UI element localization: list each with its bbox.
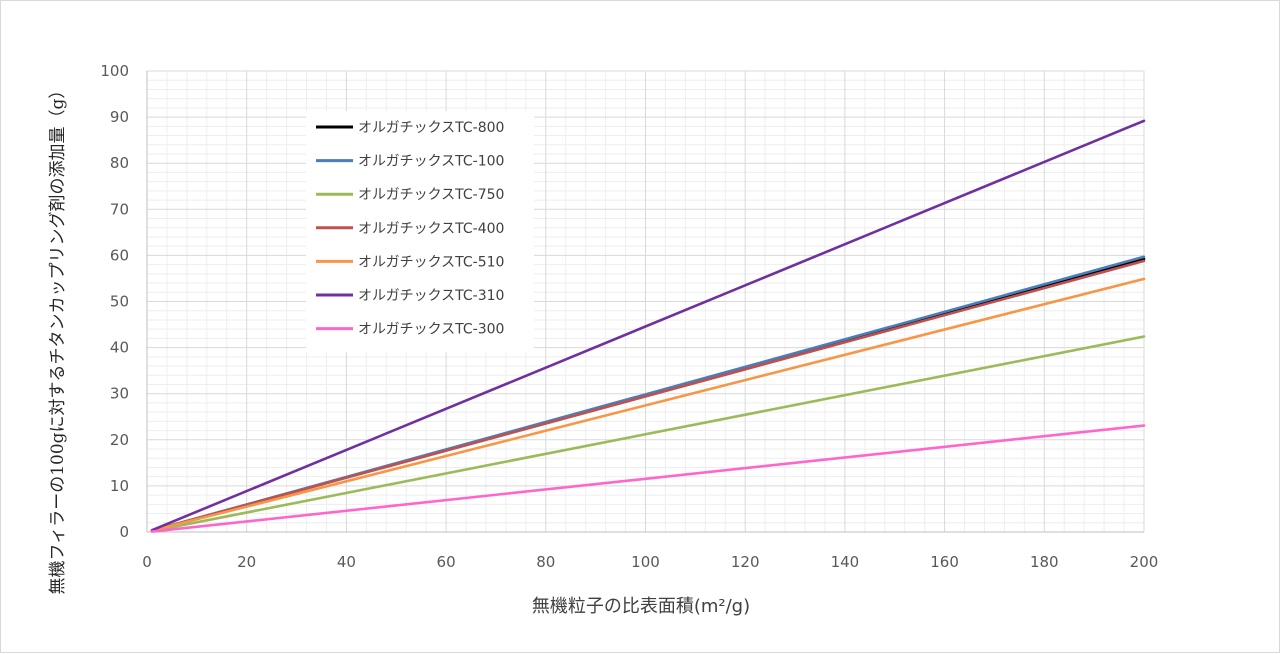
legend-label: オルガチックスTC-510 [358, 254, 504, 270]
legend-label: オルガチックスTC-750 [358, 187, 504, 203]
axes [146, 71, 1144, 533]
y-tick-label: 0 [119, 523, 129, 541]
y-tick-label: 100 [100, 62, 129, 80]
y-tick-label: 50 [110, 293, 129, 311]
x-tick-label: 0 [142, 553, 152, 571]
legend: オルガチックスTC-800 オルガチックスTC-100 オルガチックスTC-750 オ… [306, 111, 534, 353]
x-tick-label: 140 [831, 553, 860, 571]
y-tick-label: 90 [110, 108, 129, 126]
x-tick-label: 180 [1030, 553, 1059, 571]
x-tick-label: 20 [237, 553, 256, 571]
series-lines [150, 119, 1146, 533]
x-tick-label: 100 [631, 553, 660, 571]
series-line [150, 119, 1146, 532]
series-line [150, 259, 1146, 532]
y-tick-label: 30 [110, 385, 129, 403]
tick-labels: 0 20 40 60 80 100 120 140 160 180 200 0 10 20 30 40 50 60… [100, 62, 1158, 571]
legend-label: オルガチックスTC-300 [358, 322, 504, 338]
x-tick-label: 200 [1130, 553, 1159, 571]
series-line [150, 335, 1146, 533]
y-tick-label: 40 [110, 339, 129, 357]
x-tick-label: 40 [337, 553, 356, 571]
legend-label: オルガチックスTC-310 [358, 288, 504, 304]
x-tick-label: 80 [536, 553, 555, 571]
legend-label: オルガチックスTC-800 [358, 120, 504, 136]
legend-label: オルガチックスTC-100 [358, 154, 504, 170]
series-line [150, 277, 1146, 532]
y-tick-label: 10 [110, 477, 129, 495]
x-tick-label: 160 [930, 553, 959, 571]
legend-label: オルガチックスTC-400 [358, 221, 504, 237]
y-tick-label: 20 [110, 431, 129, 449]
y-tick-label: 80 [110, 154, 129, 172]
y-tick-label: 60 [110, 246, 129, 264]
x-axis-label: 無機粒子の比表面積(m²/g) [532, 596, 750, 617]
x-tick-label: 60 [437, 553, 456, 571]
y-axis-label: 無機フィラーの100gに対するチタンカップリング剤の添加量（g） [48, 82, 68, 595]
series-line [150, 424, 1146, 533]
legend-box [306, 111, 534, 353]
y-tick-label: 70 [110, 200, 129, 218]
x-tick-label: 120 [731, 553, 760, 571]
